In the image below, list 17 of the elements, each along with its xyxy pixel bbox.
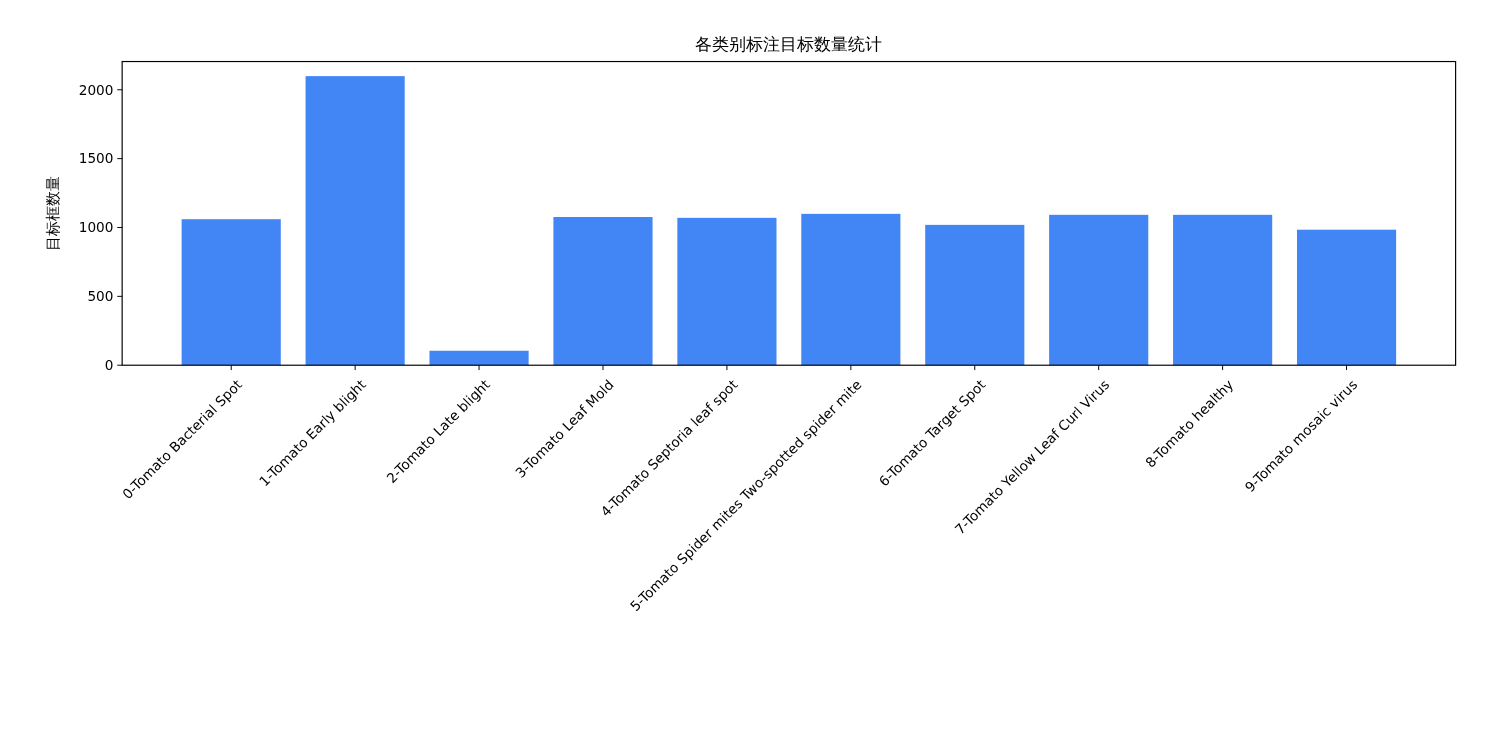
chart-title: 各类别标注目标数量统计	[695, 34, 883, 54]
bar	[1296, 229, 1397, 366]
bar	[305, 76, 405, 366]
y-tick-label: 500	[87, 288, 114, 305]
bar	[925, 224, 1025, 366]
bar	[801, 213, 901, 366]
bar	[181, 219, 281, 366]
y-tick-label: 0	[104, 356, 114, 373]
bar	[429, 350, 529, 366]
y-tick-label: 2000	[78, 81, 114, 98]
y-axis-title: 目标框数量	[43, 175, 61, 251]
bar	[1173, 214, 1273, 366]
bar	[553, 217, 653, 366]
bar	[1049, 214, 1149, 366]
bar	[677, 217, 777, 366]
y-tick-label: 1000	[78, 219, 114, 236]
y-tick-label: 1500	[78, 150, 114, 167]
